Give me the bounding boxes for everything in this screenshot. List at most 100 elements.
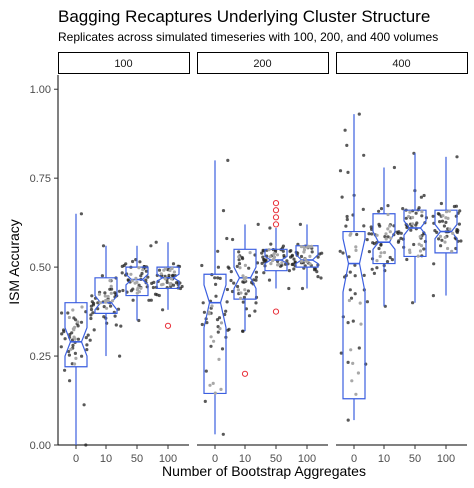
jitter-point-inner bbox=[243, 263, 247, 267]
jitter-point bbox=[404, 216, 408, 220]
jitter-point bbox=[71, 343, 75, 347]
jitter-point bbox=[82, 403, 86, 407]
jitter-point bbox=[348, 270, 352, 274]
jitter-point bbox=[90, 300, 94, 304]
jitter-point bbox=[157, 268, 162, 272]
jitter-point bbox=[298, 222, 302, 226]
jitter-point-inner bbox=[347, 298, 351, 303]
facet-panel-200: 200 0 10 50 100 bbox=[197, 52, 329, 465]
jitter-point bbox=[355, 232, 359, 237]
jitter-point bbox=[124, 262, 128, 266]
jitter-point bbox=[217, 316, 222, 320]
jitter-point bbox=[299, 254, 304, 259]
jitter-point bbox=[200, 322, 204, 327]
jitter-point-inner bbox=[243, 288, 247, 292]
jitter-point bbox=[316, 255, 320, 259]
jitter-point-inner bbox=[80, 305, 84, 309]
jitter-point bbox=[316, 275, 320, 279]
jitter-point bbox=[254, 270, 258, 274]
jitter-point bbox=[399, 236, 403, 240]
jitter-point-inner bbox=[354, 392, 358, 396]
jitter-point bbox=[341, 251, 345, 255]
jitter-point bbox=[79, 212, 83, 216]
jitter-point bbox=[264, 258, 268, 262]
jitter-point bbox=[171, 262, 176, 266]
box-notched bbox=[233, 248, 257, 300]
jitter-point bbox=[452, 204, 456, 209]
jitter-point bbox=[345, 217, 349, 222]
jitter-point bbox=[396, 240, 400, 244]
jitter-point bbox=[290, 254, 294, 258]
jitter-point bbox=[63, 368, 67, 372]
jitter-point-inner bbox=[418, 235, 422, 239]
jitter-point bbox=[414, 211, 418, 215]
jitter-point bbox=[76, 324, 80, 328]
jitter-point bbox=[346, 170, 350, 174]
jitter-point bbox=[70, 338, 75, 342]
jitter-point-inner bbox=[267, 248, 271, 252]
jitter-point-inner bbox=[172, 270, 176, 274]
jitter-point bbox=[237, 262, 242, 266]
jitter-point-inner bbox=[272, 252, 276, 256]
jitter-point bbox=[80, 354, 84, 358]
jitter-point-inner bbox=[211, 381, 215, 385]
jitter-point-inner bbox=[418, 249, 423, 253]
jitter-point bbox=[346, 418, 350, 422]
box-notched bbox=[264, 248, 288, 272]
jitter-point-inner bbox=[411, 215, 415, 220]
jitter-point bbox=[362, 153, 366, 157]
jitter-point bbox=[110, 287, 114, 291]
jitter-point bbox=[439, 244, 443, 248]
jitter-point-inner bbox=[170, 266, 174, 271]
jitter-point-inner bbox=[129, 272, 133, 276]
jitter-point bbox=[86, 333, 90, 337]
jitter-point bbox=[102, 315, 106, 319]
jitter-point bbox=[59, 345, 63, 349]
jitter-point bbox=[412, 242, 416, 247]
jitter-point-inner bbox=[106, 299, 110, 303]
jitter-point-inner bbox=[275, 253, 280, 257]
jitter-point bbox=[372, 242, 376, 246]
jitter-point bbox=[113, 291, 117, 295]
jitter-point bbox=[131, 259, 135, 264]
facet-strip bbox=[336, 52, 468, 74]
jitter-point bbox=[73, 351, 77, 355]
jitter-point bbox=[90, 294, 94, 298]
jitter-point-inner bbox=[110, 299, 115, 303]
jitter-point bbox=[422, 247, 426, 251]
y-tick-label: 0.25 bbox=[30, 351, 51, 363]
y-tick-label: 1.00 bbox=[30, 84, 51, 96]
jitter-point bbox=[85, 343, 89, 347]
jitter-point bbox=[117, 289, 122, 293]
outlier-point bbox=[272, 214, 280, 221]
jitter-point-inner bbox=[135, 288, 139, 292]
jitter-point bbox=[200, 263, 204, 268]
jitter-point bbox=[226, 328, 230, 332]
jitter-point-inner bbox=[168, 282, 172, 286]
jitter-point bbox=[241, 329, 245, 333]
jitter-point bbox=[67, 353, 71, 357]
jitter-point bbox=[365, 300, 369, 304]
jitter-point-inner bbox=[163, 277, 167, 281]
jitter-point-inner bbox=[159, 272, 163, 276]
jitter-point bbox=[353, 292, 357, 296]
jitter-point bbox=[346, 360, 350, 364]
jitter-point bbox=[62, 328, 66, 332]
jitter-point bbox=[218, 276, 222, 280]
jitter-point bbox=[379, 242, 383, 246]
jitter-point bbox=[431, 294, 435, 298]
jitter-point bbox=[318, 252, 322, 256]
jitter-point-inner bbox=[137, 266, 141, 270]
jitter-point bbox=[345, 214, 349, 219]
jitter-point bbox=[201, 301, 205, 305]
jitter-point-inner bbox=[241, 274, 245, 278]
x-tick-label: 10 bbox=[100, 453, 112, 465]
jitter-point-inner bbox=[105, 306, 109, 310]
jitter-point bbox=[144, 269, 148, 273]
jitter-point-inner bbox=[73, 325, 77, 329]
x-tick-label: 100 bbox=[298, 453, 316, 465]
jitter-point bbox=[226, 265, 230, 269]
x-tick-label: 50 bbox=[409, 453, 421, 465]
jitter-point-inner bbox=[417, 242, 421, 246]
